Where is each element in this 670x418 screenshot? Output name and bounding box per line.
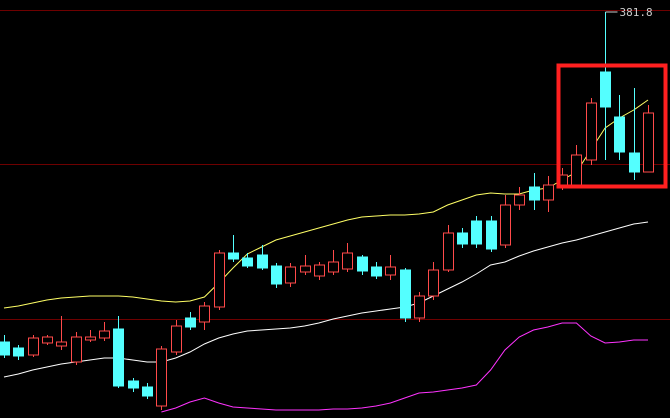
- candle-body: [128, 380, 139, 389]
- candle-body: [85, 336, 96, 341]
- candle-body: [500, 204, 511, 246]
- candle-body: [13, 347, 24, 357]
- highlight-box: [556, 63, 668, 189]
- moving-average-line: [3, 99, 649, 309]
- candle-body: [586, 102, 597, 161]
- candle-body: [0, 341, 10, 356]
- candle-body: [342, 252, 353, 270]
- candle-body: [28, 337, 39, 356]
- candle-body: [71, 336, 82, 363]
- candle-body: [271, 265, 282, 285]
- moving-average-line: [161, 322, 648, 413]
- candle-body: [357, 256, 368, 272]
- candle-body: [471, 220, 482, 245]
- candle-body: [600, 71, 611, 108]
- candles: 381.8: [0, 6, 654, 410]
- candle-body: [156, 348, 167, 407]
- candle-body: [314, 264, 325, 277]
- candle-body: [142, 386, 153, 397]
- candle-body: [443, 232, 454, 271]
- candle-body: [242, 257, 253, 267]
- candle-body: [371, 266, 382, 277]
- candle-body: [643, 112, 654, 173]
- candle-body: [99, 330, 110, 339]
- moving-average-line: [3, 221, 649, 378]
- candle-body: [199, 305, 210, 323]
- moving-averages: [3, 99, 649, 413]
- high-label: 381.8: [620, 6, 653, 19]
- candle-body: [56, 341, 67, 347]
- candle-body: [42, 336, 53, 344]
- candle-body: [328, 261, 339, 273]
- candle-body: [514, 194, 525, 206]
- candle-body: [171, 325, 182, 353]
- candle-body: [614, 116, 625, 153]
- candle-body: [214, 252, 225, 308]
- candle-body: [414, 295, 425, 319]
- candle-body: [571, 154, 582, 186]
- candle-body: [257, 254, 268, 269]
- candle-body: [113, 328, 124, 387]
- candle-body: [385, 266, 396, 276]
- candle-body: [529, 186, 540, 201]
- candle-body: [486, 220, 497, 250]
- candle-body: [428, 269, 439, 297]
- candle-body: [228, 252, 239, 260]
- candle-body: [300, 265, 311, 273]
- candle-body: [185, 317, 196, 328]
- candle-body: [457, 232, 468, 245]
- candle-body: [543, 184, 554, 201]
- candle-body: [629, 152, 640, 173]
- candle-body: [400, 269, 411, 319]
- candle-body: [285, 266, 296, 284]
